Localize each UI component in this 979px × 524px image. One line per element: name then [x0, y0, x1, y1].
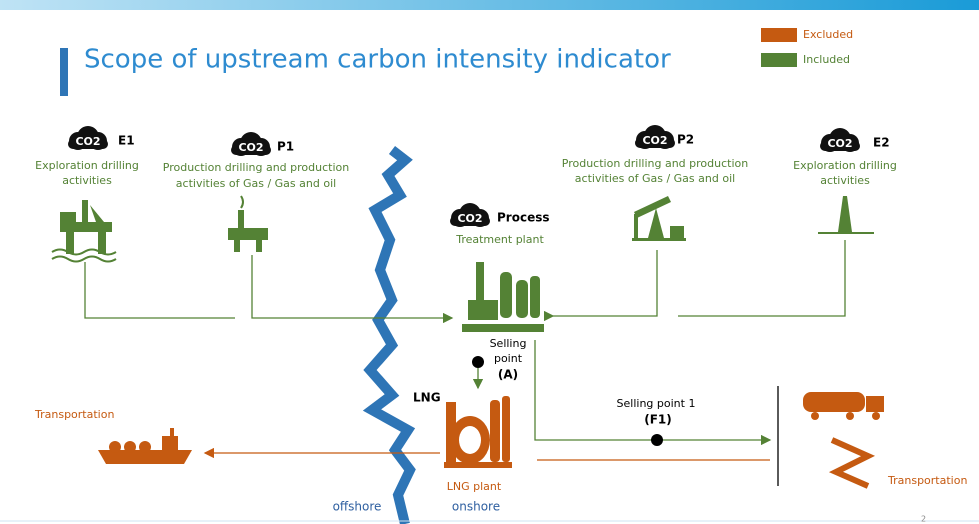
title-accent [60, 48, 68, 96]
lng-plant-icon [444, 396, 512, 468]
platform-icon [228, 196, 268, 252]
derrick-icon [818, 196, 874, 234]
transport-label: Transportation [34, 408, 114, 421]
co2-badge: CO2 [450, 203, 490, 227]
flow-line [252, 255, 452, 318]
node-label: Production drilling and production [163, 161, 349, 174]
co2-text: CO2 [457, 212, 482, 225]
co2-text: CO2 [642, 134, 667, 147]
legend-swatch [761, 53, 797, 67]
co2-badge: CO2 [635, 125, 675, 149]
node-code: Process [497, 211, 550, 225]
pipe-icon [832, 440, 868, 486]
flow-line [678, 240, 845, 316]
node-label: activities of Gas / Gas and oil [575, 172, 735, 185]
title: Scope of upstream carbon intensity indic… [84, 45, 671, 75]
page: Scope of upstream carbon intensity indic… [0, 0, 979, 524]
rig-icon [52, 200, 116, 262]
top-bar [0, 0, 979, 10]
node-label: Treatment plant [455, 233, 544, 246]
selling-code: (A) [498, 368, 518, 382]
node-label: LNG plant [447, 480, 502, 493]
co2-badge: CO2 [231, 132, 271, 156]
node-code: P2 [677, 133, 694, 147]
node-code: LNG [413, 391, 441, 405]
selling-dot [472, 356, 484, 368]
flow-line [553, 250, 657, 316]
node-label: Production drilling and production [562, 157, 748, 170]
co2-text: CO2 [75, 135, 100, 148]
flow-line [85, 262, 235, 318]
co2-text: CO2 [827, 137, 852, 150]
node-label: activities [820, 174, 870, 187]
ship-icon [98, 428, 192, 464]
transport-label: Transportation [887, 474, 967, 487]
node-code: E1 [118, 134, 135, 148]
legend-swatch [761, 28, 797, 42]
node-code: E2 [873, 136, 890, 150]
node-label: activities [62, 174, 112, 187]
node-label: Exploration drilling [793, 159, 897, 172]
selling-code: (F1) [644, 413, 672, 427]
selling-label: point [494, 352, 523, 365]
zone-label: onshore [452, 500, 500, 514]
selling-label: Selling point 1 [617, 397, 696, 410]
legend-label: Included [803, 53, 850, 66]
co2-text: CO2 [238, 141, 263, 154]
co2-badge: CO2 [820, 128, 860, 152]
coastline [370, 150, 410, 524]
selling-dot [651, 434, 663, 446]
co2-badge: CO2 [68, 126, 108, 150]
node-code: P1 [277, 140, 294, 154]
pumpjack-icon [632, 196, 686, 241]
page-number: 2 [921, 515, 926, 524]
plant-icon [462, 262, 544, 332]
diagram: Scope of upstream carbon intensity indic… [0, 0, 979, 524]
legend-label: Excluded [803, 28, 853, 41]
selling-label: Selling [490, 337, 527, 350]
node-label: activities of Gas / Gas and oil [176, 177, 336, 190]
truck-icon [803, 392, 884, 420]
node-label: Exploration drilling [35, 159, 139, 172]
zone-label: offshore [333, 500, 382, 514]
